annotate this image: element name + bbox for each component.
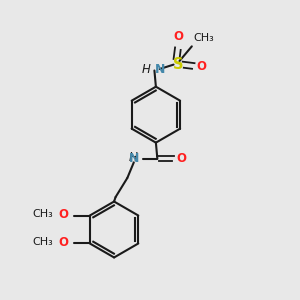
Text: H: H xyxy=(129,151,138,164)
Text: CH₃: CH₃ xyxy=(33,209,53,219)
Text: O: O xyxy=(59,236,69,248)
Text: CH₃: CH₃ xyxy=(193,33,214,43)
Text: O: O xyxy=(196,60,206,73)
Text: N: N xyxy=(129,152,139,165)
Text: O: O xyxy=(173,30,183,43)
Text: N: N xyxy=(154,62,165,76)
Text: CH₃: CH₃ xyxy=(33,237,53,247)
Text: O: O xyxy=(59,208,69,220)
Text: H: H xyxy=(142,62,151,76)
Text: S: S xyxy=(173,57,183,72)
Text: O: O xyxy=(176,152,186,165)
